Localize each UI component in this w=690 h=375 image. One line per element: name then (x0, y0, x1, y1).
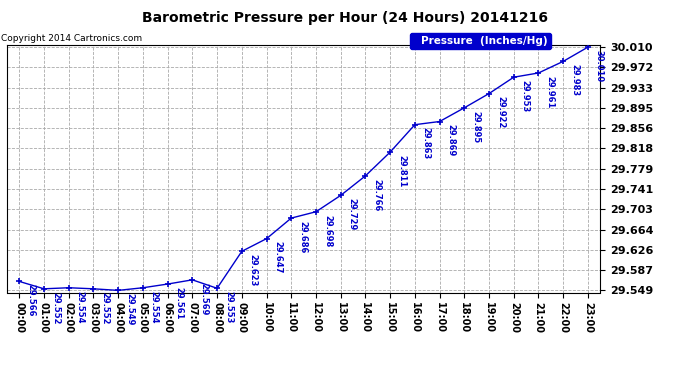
Text: 29.895: 29.895 (471, 111, 480, 143)
Pressure  (Inches/Hg) (237, 249, 246, 254)
Pressure  (Inches/Hg) (40, 286, 48, 291)
Text: 29.983: 29.983 (570, 64, 579, 96)
Text: 29.552: 29.552 (100, 292, 110, 324)
Pressure  (Inches/Hg) (485, 91, 493, 96)
Pressure  (Inches/Hg) (312, 210, 320, 214)
Text: 29.766: 29.766 (373, 178, 382, 211)
Line: Pressure  (Inches/Hg): Pressure (Inches/Hg) (16, 44, 591, 294)
Pressure  (Inches/Hg) (411, 122, 419, 127)
Text: 29.698: 29.698 (323, 214, 332, 247)
Text: 29.729: 29.729 (348, 198, 357, 230)
Pressure  (Inches/Hg) (362, 174, 370, 178)
Pressure  (Inches/Hg) (287, 216, 295, 220)
Pressure  (Inches/Hg) (213, 286, 221, 291)
Pressure  (Inches/Hg) (386, 150, 394, 154)
Pressure  (Inches/Hg) (559, 59, 567, 64)
Pressure  (Inches/Hg) (188, 278, 197, 282)
Text: 29.553: 29.553 (224, 291, 233, 323)
Pressure  (Inches/Hg) (114, 288, 122, 292)
Pressure  (Inches/Hg) (510, 75, 518, 80)
Text: 29.863: 29.863 (422, 128, 431, 160)
Text: Barometric Pressure per Hour (24 Hours) 20141216: Barometric Pressure per Hour (24 Hours) … (142, 11, 548, 25)
Text: 29.561: 29.561 (175, 287, 184, 320)
Text: 29.869: 29.869 (446, 124, 455, 156)
Text: Copyright 2014 Cartronics.com: Copyright 2014 Cartronics.com (1, 33, 142, 42)
Legend: Pressure  (Inches/Hg): Pressure (Inches/Hg) (410, 33, 551, 49)
Pressure  (Inches/Hg) (534, 71, 542, 75)
Text: 29.569: 29.569 (199, 283, 208, 315)
Text: 29.686: 29.686 (298, 221, 307, 253)
Pressure  (Inches/Hg) (262, 236, 270, 241)
Pressure  (Inches/Hg) (337, 193, 345, 198)
Text: 29.961: 29.961 (545, 76, 555, 108)
Pressure  (Inches/Hg) (435, 119, 444, 124)
Text: 29.549: 29.549 (125, 293, 134, 326)
Text: 29.922: 29.922 (496, 96, 505, 129)
Text: 29.811: 29.811 (397, 155, 406, 187)
Text: 29.554: 29.554 (150, 291, 159, 323)
Text: 29.566: 29.566 (26, 284, 35, 317)
Text: 29.554: 29.554 (76, 291, 85, 323)
Pressure  (Inches/Hg) (89, 286, 97, 291)
Pressure  (Inches/Hg) (139, 285, 147, 290)
Pressure  (Inches/Hg) (164, 282, 172, 286)
Pressure  (Inches/Hg) (65, 285, 73, 290)
Pressure  (Inches/Hg) (15, 279, 23, 284)
Text: 30.010: 30.010 (595, 50, 604, 82)
Text: 29.623: 29.623 (248, 254, 258, 286)
Text: 29.552: 29.552 (51, 292, 60, 324)
Text: 29.953: 29.953 (521, 80, 530, 112)
Text: 29.647: 29.647 (273, 242, 282, 274)
Pressure  (Inches/Hg) (584, 45, 592, 50)
Pressure  (Inches/Hg) (460, 105, 469, 110)
